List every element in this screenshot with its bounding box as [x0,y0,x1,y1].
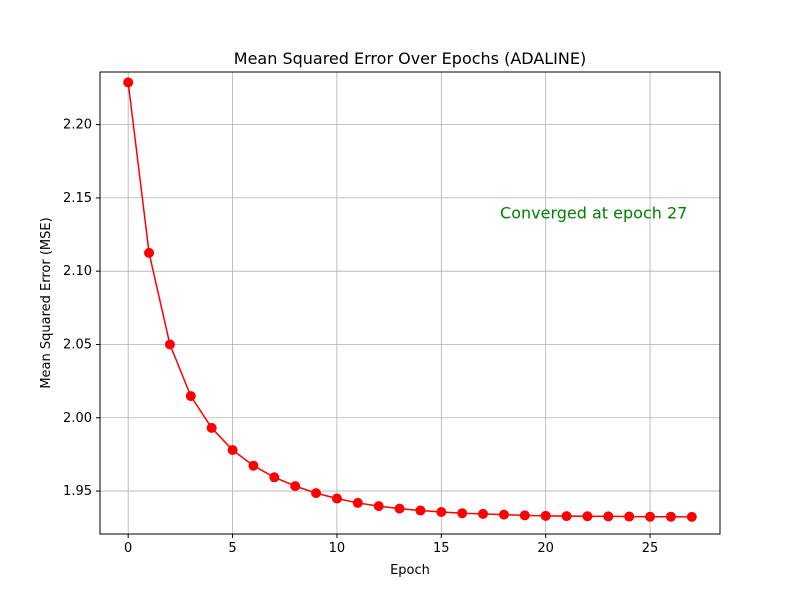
y-tick-label: 2.05 [63,337,92,352]
y-tick-label: 2.20 [63,118,92,133]
data-point [561,511,572,522]
data-point [206,422,217,433]
data-point [144,247,155,258]
x-tick-label: 20 [537,541,554,556]
data-point [436,507,447,518]
data-point [582,511,593,522]
data-point [164,339,175,350]
data-point [624,511,635,522]
data-point [415,505,426,516]
data-point [227,445,238,456]
y-tick-label: 1.95 [63,484,92,499]
x-tick-label: 10 [329,541,346,556]
data-point [311,488,322,499]
data-point [478,508,489,519]
annotation-text: Converged at epoch 27 [500,203,687,222]
marker-layer [123,77,697,522]
data-point [123,77,134,88]
data-point [248,460,259,471]
x-tick-label: 15 [433,541,450,556]
data-point [540,510,551,521]
data-point [331,493,342,504]
y-tick-label: 2.10 [63,264,92,279]
y-tick-label: 2.15 [63,191,92,206]
x-tick-label: 25 [642,541,659,556]
x-tick-label: 0 [124,541,132,556]
data-point [645,511,656,522]
y-tick-label: 2.00 [63,411,92,426]
data-point [373,501,384,512]
data-point [686,511,697,522]
data-point [665,511,676,522]
x-tick-label: 5 [228,541,236,556]
x-axis-label: Epoch [390,563,430,578]
grid-layer [100,72,720,534]
data-point [185,391,196,402]
data-point [394,503,405,514]
data-point [457,508,468,519]
series-line [127,82,692,518]
data-point [519,510,530,521]
data-point [269,472,280,483]
plot-area [99,71,721,535]
data-point [352,497,363,508]
data-point [290,481,301,492]
data-point [498,509,509,520]
tick-layer: 0 5 10 15 20 25 1.95 2.00 2.05 2.10 2.15 2.20 [63,118,658,556]
y-axis-label: Mean Squared Error (MSE) [39,217,54,388]
data-point [603,511,614,522]
chart-title: Mean Squared Error Over Epochs (ADALINE) [234,49,586,68]
